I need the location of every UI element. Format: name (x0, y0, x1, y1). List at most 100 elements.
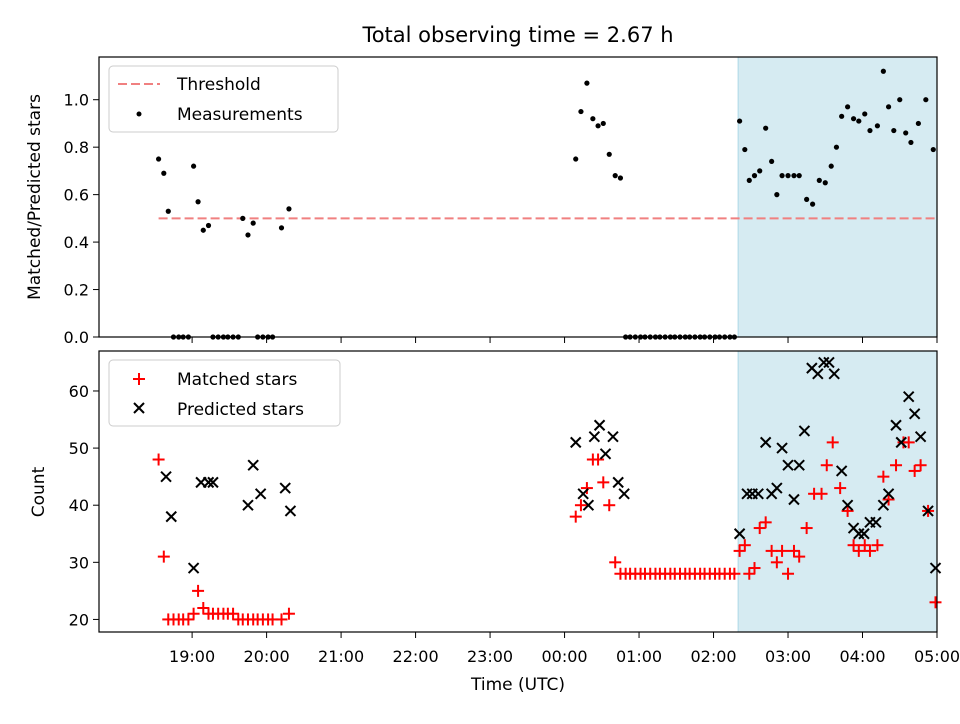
measurement-point (828, 163, 834, 169)
top-y-axis-ticks: 0.0 0.2 0.4 0.6 0.8 1.0 (64, 91, 99, 347)
measurement-point (791, 173, 797, 179)
matched-star-point (227, 607, 240, 620)
matched-star-point (603, 499, 616, 512)
measurement-point (578, 108, 584, 115)
top-y-axis-label: Matched/Predicted stars (25, 94, 45, 300)
top-y-tick-label: 0.4 (64, 233, 89, 252)
matched-star-point (275, 613, 288, 626)
predicted-star-point (187, 562, 200, 574)
x-tick-label: 23:00 (467, 647, 513, 666)
measurement-point (584, 80, 590, 86)
measurement-point (161, 170, 167, 176)
predicted-star-point (771, 482, 783, 494)
bottom-y-tick-label: 30 (69, 553, 89, 572)
predicted-star-point (618, 488, 630, 500)
top-y-tick-label: 0.8 (64, 138, 89, 157)
predicted-star-point (588, 430, 601, 443)
bottom-y-axis-label: Count (29, 466, 49, 517)
legend-matched-swatch (133, 373, 145, 385)
matched-star-point (738, 539, 751, 552)
matched-star-point (182, 613, 195, 626)
measurement-point (930, 146, 936, 153)
top-x-axis-ticks (191, 337, 938, 343)
matched-star-point (914, 459, 927, 472)
bottom-y-tick-label: 50 (69, 439, 89, 458)
measurement-point (617, 175, 624, 181)
bottom-plot-frame (98, 350, 938, 633)
measurement-point (737, 118, 743, 124)
matched-star-point (908, 464, 921, 477)
matched-star-point (929, 596, 942, 609)
measurement-point (785, 173, 791, 179)
predicted-star-point (582, 499, 595, 511)
matched-star-point (753, 522, 766, 535)
measurement-point (763, 125, 769, 131)
predicted-star-point (242, 499, 254, 511)
top-y-tick-label: 0.6 (64, 186, 89, 205)
predicted-star-point (202, 476, 215, 489)
measurement-point (779, 173, 785, 179)
matched-star-point (574, 499, 587, 512)
predicted-star-point (823, 356, 835, 369)
measurement-point (746, 177, 752, 183)
top-plot-frame (98, 56, 938, 338)
predicted-star-point (877, 499, 890, 511)
measurement-point (774, 192, 780, 198)
matched-star-point (765, 544, 778, 557)
matched-star-point (815, 487, 828, 500)
x-tick-label: 20:00 (244, 647, 290, 666)
measurement-point (897, 97, 903, 103)
predicted-star-point (841, 499, 854, 511)
predicted-star-point (812, 368, 824, 380)
bottom-y-tick-label: 20 (69, 610, 89, 629)
measurement-point (250, 220, 256, 226)
legend-predicted-label: Predicted stars (177, 400, 304, 420)
measurement-point (286, 206, 292, 212)
measurement-point (165, 208, 171, 214)
x-tick-label: 19:00 (169, 647, 215, 666)
measurement-point (915, 120, 921, 127)
bottom-y-tick-label: 40 (69, 496, 89, 515)
measurement-point (796, 173, 802, 179)
matched-star-point (858, 539, 871, 552)
measurement-point (573, 156, 579, 162)
predicted-star-point (279, 482, 291, 494)
predicted-star-point (741, 488, 753, 500)
measurement-point (833, 144, 840, 150)
matched-star-point (728, 567, 741, 580)
legend-matched-label: Matched stars (177, 370, 297, 390)
measurement-point (742, 146, 748, 153)
measurement-point (240, 215, 246, 221)
chart-title: Total observing time = 2.67 h (361, 23, 673, 47)
predicted-star-point (895, 436, 907, 449)
matched-star-point (787, 544, 800, 557)
bottom-legend-box (108, 359, 341, 427)
predicted-star-point (818, 356, 830, 369)
predicted-star-point (835, 465, 848, 477)
predicted-star-point (254, 488, 267, 500)
matched-star-point (282, 607, 295, 620)
predicted-star-point (570, 436, 582, 449)
top-y-tick-label: 0.2 (64, 281, 89, 300)
predicted-star-point (908, 408, 921, 420)
measurement-point (757, 168, 763, 174)
predicted-star-point (776, 442, 788, 454)
measurement-point (595, 123, 601, 129)
predicted-star-point (593, 419, 606, 431)
measurement-point (816, 177, 822, 183)
predicted-star-point (612, 476, 624, 489)
matched-star-point (782, 567, 795, 580)
predicted-star-point (752, 488, 764, 500)
predicted-star-point (853, 528, 865, 540)
top-y-tick-label: 0.0 (64, 328, 89, 347)
bottom-y-tick-label: 60 (69, 382, 89, 401)
x-tick-label: 01:00 (616, 647, 662, 666)
predicted-star-point (870, 516, 882, 529)
measurement-point (903, 130, 909, 136)
measurement-point (195, 199, 201, 205)
bottom-shaded-interval (737, 350, 938, 633)
measurement-point (885, 104, 892, 110)
matched-star-point (800, 522, 813, 535)
x-tick-label: 05:00 (914, 647, 960, 666)
